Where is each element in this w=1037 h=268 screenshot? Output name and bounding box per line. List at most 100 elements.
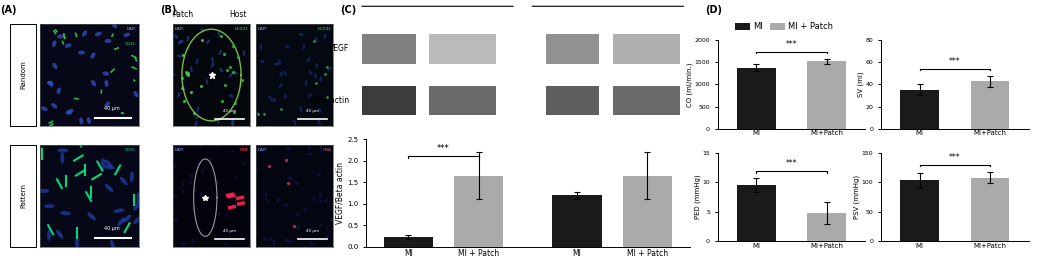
Ellipse shape (276, 198, 280, 203)
Ellipse shape (48, 81, 53, 87)
Bar (613, 85, 679, 115)
Ellipse shape (288, 177, 292, 180)
Ellipse shape (183, 181, 185, 186)
Ellipse shape (326, 226, 329, 231)
Ellipse shape (269, 96, 273, 101)
Text: 40 μm: 40 μm (223, 229, 236, 233)
Ellipse shape (66, 109, 74, 113)
Ellipse shape (105, 39, 112, 43)
Bar (808, 61, 846, 129)
Bar (384, 237, 432, 247)
Ellipse shape (175, 217, 177, 222)
Bar (546, 85, 599, 115)
Ellipse shape (91, 80, 96, 87)
Ellipse shape (310, 240, 313, 246)
Ellipse shape (319, 147, 321, 153)
Ellipse shape (187, 36, 190, 42)
Ellipse shape (119, 177, 128, 185)
Text: 40 μm: 40 μm (105, 226, 120, 231)
Ellipse shape (206, 39, 209, 44)
Ellipse shape (179, 40, 184, 43)
Ellipse shape (260, 60, 264, 63)
Ellipse shape (279, 59, 281, 65)
Text: DAPI: DAPI (258, 27, 268, 31)
Ellipse shape (285, 239, 289, 243)
Ellipse shape (284, 203, 288, 207)
Ellipse shape (137, 192, 141, 203)
Ellipse shape (194, 121, 198, 126)
Bar (623, 176, 672, 247)
Text: hCD31: hCD31 (317, 27, 331, 31)
Text: hCD31: hCD31 (234, 27, 248, 31)
Ellipse shape (122, 215, 132, 222)
Text: CD31: CD31 (124, 42, 136, 46)
Ellipse shape (197, 162, 201, 166)
Ellipse shape (117, 217, 124, 226)
Text: DAPI: DAPI (258, 148, 268, 152)
Ellipse shape (134, 202, 141, 210)
Bar (362, 34, 416, 64)
Ellipse shape (296, 212, 300, 216)
Text: ***: *** (949, 153, 960, 162)
Ellipse shape (52, 40, 56, 47)
Ellipse shape (38, 189, 50, 193)
Ellipse shape (190, 180, 193, 185)
Ellipse shape (123, 33, 131, 37)
Ellipse shape (324, 34, 327, 39)
Ellipse shape (57, 148, 68, 152)
Text: (C): (C) (340, 5, 357, 15)
Text: ***: *** (786, 159, 797, 168)
Ellipse shape (133, 216, 142, 224)
Text: Infarct: Infarct (423, 0, 452, 2)
Ellipse shape (104, 165, 115, 169)
Ellipse shape (303, 44, 305, 50)
Ellipse shape (273, 240, 276, 246)
Ellipse shape (47, 230, 51, 241)
Ellipse shape (289, 239, 292, 244)
Text: HNA: HNA (323, 148, 331, 152)
Ellipse shape (216, 144, 220, 147)
Text: Random: Random (21, 61, 26, 90)
Ellipse shape (262, 237, 267, 240)
Text: 40 μm: 40 μm (306, 109, 319, 113)
Text: ***: *** (949, 57, 960, 66)
Text: VEGF: VEGF (329, 44, 349, 53)
Ellipse shape (269, 238, 273, 241)
Ellipse shape (57, 35, 64, 39)
Bar (613, 34, 679, 64)
Ellipse shape (272, 98, 276, 102)
Ellipse shape (65, 111, 73, 115)
Text: 40 μm: 40 μm (306, 229, 319, 233)
Ellipse shape (219, 50, 222, 55)
Text: (D): (D) (705, 5, 722, 15)
Text: ***: *** (786, 40, 797, 49)
Ellipse shape (171, 72, 175, 76)
Ellipse shape (240, 80, 243, 86)
Bar (362, 85, 416, 115)
Bar (546, 34, 599, 64)
Ellipse shape (231, 121, 234, 127)
Ellipse shape (265, 198, 270, 202)
Ellipse shape (318, 199, 323, 203)
Bar (454, 176, 503, 247)
Ellipse shape (243, 50, 245, 56)
Bar (900, 180, 938, 241)
Bar (737, 185, 776, 241)
Ellipse shape (200, 28, 205, 31)
Ellipse shape (319, 76, 323, 82)
Ellipse shape (317, 120, 320, 125)
Text: DAPI: DAPI (175, 27, 185, 31)
Ellipse shape (78, 51, 85, 55)
Ellipse shape (279, 72, 283, 76)
Ellipse shape (256, 112, 260, 117)
Ellipse shape (105, 101, 110, 107)
Ellipse shape (41, 106, 48, 111)
Ellipse shape (300, 107, 302, 113)
Ellipse shape (103, 72, 109, 76)
Ellipse shape (134, 91, 138, 97)
Ellipse shape (87, 117, 91, 124)
Ellipse shape (283, 70, 286, 76)
Ellipse shape (243, 161, 246, 165)
Bar (553, 195, 601, 247)
Ellipse shape (229, 73, 232, 77)
